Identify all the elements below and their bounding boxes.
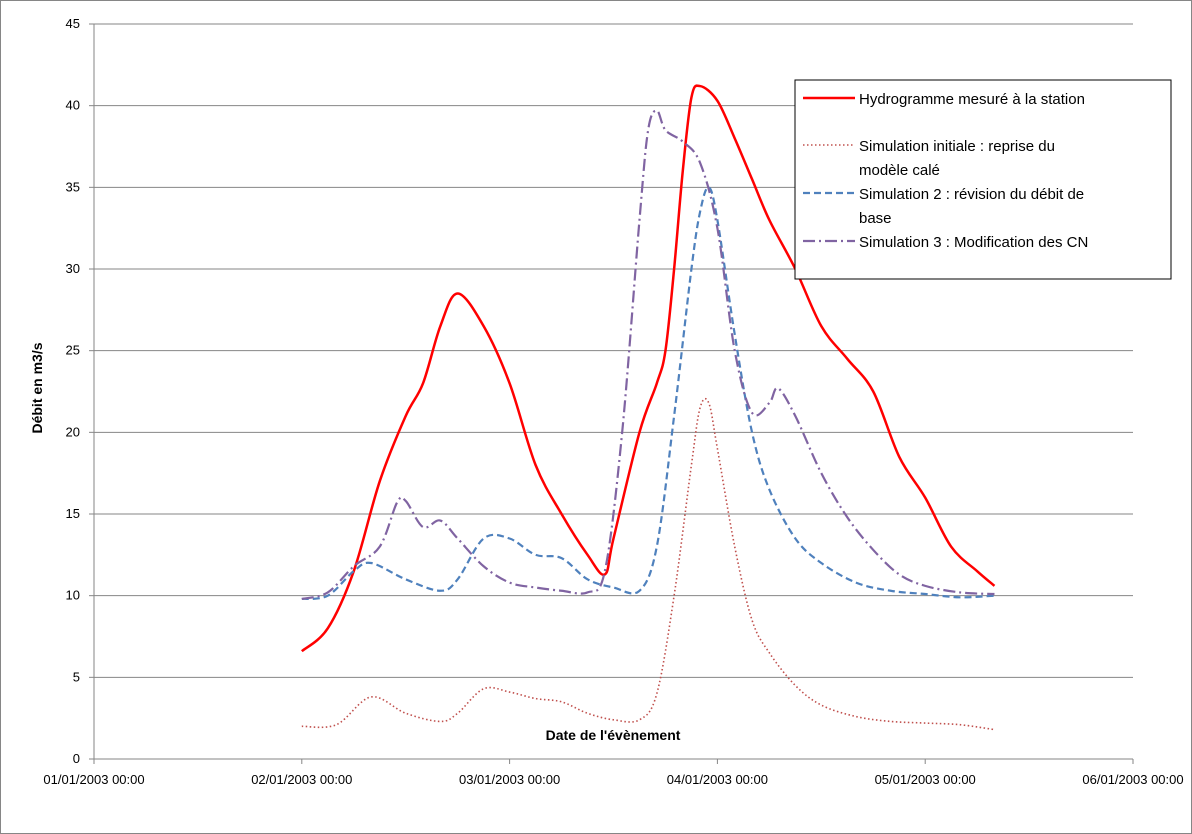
y-tick-label: 15 (66, 506, 80, 521)
y-axis-title: Débit en m3/s (29, 342, 45, 433)
x-tick-label: 04/01/2003 00:00 (667, 772, 768, 787)
legend-entry-2: Simulation initiale : reprise du (859, 138, 1055, 155)
legend-entry-2: modèle calé (859, 162, 940, 179)
x-tick-label: 03/01/2003 00:00 (459, 772, 560, 787)
y-tick-label: 35 (66, 179, 80, 194)
y-tick-label: 0 (73, 751, 80, 766)
x-tick-label: 01/01/2003 00:00 (43, 772, 144, 787)
x-tick-label: 06/01/2003 00:00 (1082, 772, 1183, 787)
y-tick-label: 20 (66, 424, 80, 439)
y-tick-label: 10 (66, 588, 80, 603)
x-tick-label: 02/01/2003 00:00 (251, 772, 352, 787)
x-axis-title: Date de l'évènement (546, 727, 681, 743)
y-tick-label: 40 (66, 98, 80, 113)
y-tick-label: 45 (66, 16, 80, 31)
legend-entry-3: base (859, 210, 892, 227)
y-tick-label: 25 (66, 343, 80, 358)
legend-entry-4: Simulation 3 : Modification des CN (859, 234, 1088, 251)
y-tick-label: 5 (73, 669, 80, 684)
x-tick-label: 05/01/2003 00:00 (875, 772, 976, 787)
legend-entry-1: Hydrogramme mesuré à la station (859, 91, 1085, 108)
legend-entry-3: Simulation 2 : révision du débit de (859, 186, 1084, 203)
y-tick-label: 30 (66, 261, 80, 276)
legend: Hydrogramme mesuré à la station Simulatio… (795, 80, 1171, 279)
